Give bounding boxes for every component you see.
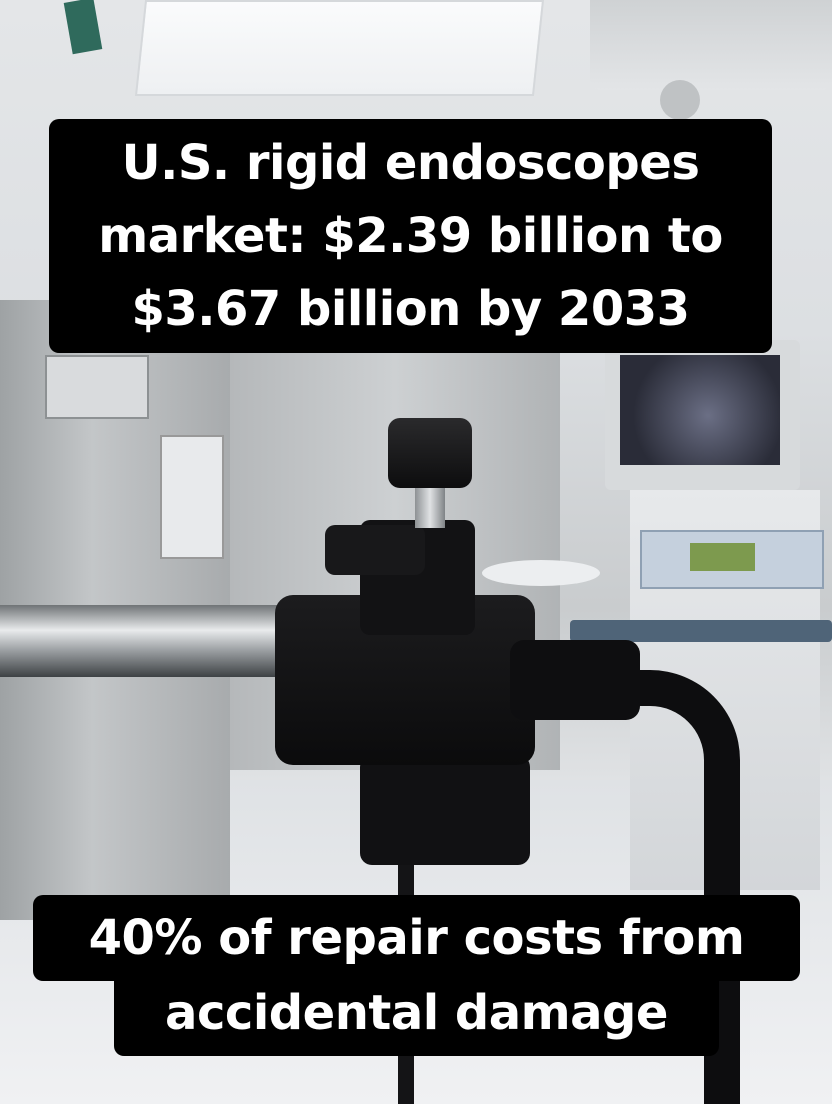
top-caption-line-3: $3.67 billion by 2033 bbox=[131, 281, 690, 337]
ceiling-light bbox=[134, 0, 545, 96]
scope-stem bbox=[415, 488, 445, 528]
top-caption-line-2: market: $2.39 billion to bbox=[98, 208, 723, 264]
steel-rod bbox=[0, 605, 300, 677]
scope-holder bbox=[160, 435, 224, 559]
bottom-caption-line-1: 40% of repair costs from bbox=[33, 895, 800, 981]
cart-tray bbox=[570, 620, 832, 642]
camera-coupler bbox=[510, 640, 640, 720]
wall-hook bbox=[63, 0, 103, 55]
side-table bbox=[482, 560, 600, 586]
control-unit-display bbox=[690, 543, 755, 571]
gas-panel bbox=[45, 355, 149, 419]
ceiling-fixture bbox=[590, 0, 832, 90]
fixture-stem bbox=[660, 80, 700, 120]
monitor-screen bbox=[620, 355, 780, 465]
top-caption-line-1: U.S. rigid endoscopes bbox=[121, 135, 700, 191]
camera-lever bbox=[325, 525, 425, 575]
top-caption: U.S. rigid endoscopes market: $2.39 bill… bbox=[49, 119, 772, 353]
bottom-caption-line-2: accidental damage bbox=[114, 974, 719, 1056]
eyepiece bbox=[388, 418, 472, 488]
camera-clamp bbox=[360, 755, 530, 865]
